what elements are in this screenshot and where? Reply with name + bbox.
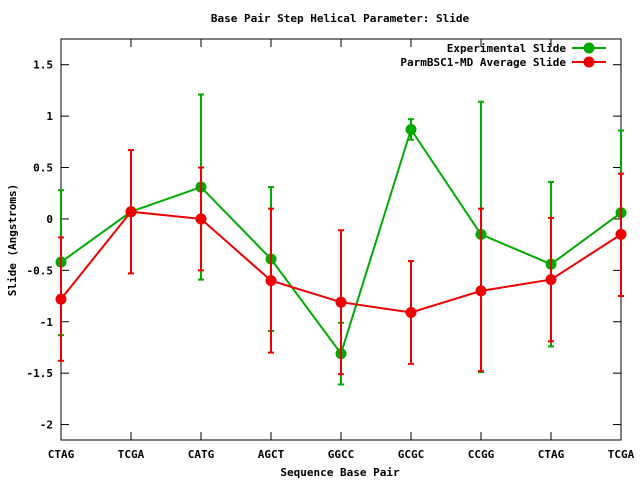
x-tick-label: CTAG (48, 448, 75, 461)
data-point (545, 274, 557, 286)
x-axis-label: Sequence Base Pair (280, 466, 400, 479)
chart-title: Base Pair Step Helical Parameter: Slide (211, 12, 470, 25)
x-tick-label: GCGC (398, 448, 425, 461)
x-tick-label: CTAG (538, 448, 565, 461)
y-tick-label: -0.5 (27, 264, 54, 277)
x-axis: CTAG TCGA CATG AGCT GGCC GCGC CCGG CTAG TCGA (48, 39, 635, 461)
data-point (475, 285, 487, 297)
series-1 (55, 149, 627, 376)
y-axis-label: Slide (Angstroms) (6, 184, 19, 297)
legend-marker (583, 56, 595, 68)
series-layer (55, 93, 627, 386)
y-tick-label: 1.5 (33, 59, 53, 72)
y-tick-label: 1 (46, 110, 53, 123)
x-tick-label: GGCC (328, 448, 355, 461)
x-tick-label: TCGA (118, 448, 145, 461)
legend-label: ParmBSC1-MD Average Slide (400, 56, 566, 69)
y-tick-label: -2 (40, 419, 53, 432)
x-tick-label: AGCT (258, 448, 285, 461)
x-tick-label: CATG (188, 448, 215, 461)
y-tick-label: 0.5 (33, 162, 53, 175)
x-tick-label: TCGA (608, 448, 635, 461)
y-tick-label: -1 (40, 316, 54, 329)
data-point (405, 123, 417, 135)
data-point (335, 296, 347, 308)
legend-marker (583, 42, 595, 54)
data-point (615, 228, 627, 240)
data-point (195, 213, 207, 225)
legend-label: Experimental Slide (447, 42, 567, 55)
y-tick-label: 0 (46, 213, 53, 226)
data-point (265, 275, 277, 287)
y-axis: -2 -1.5 -1 -0.5 0 0.5 1 1.5 (27, 59, 621, 432)
data-point (125, 206, 137, 218)
data-point (405, 307, 417, 319)
data-point (55, 293, 67, 305)
x-tick-label: CCGG (468, 448, 495, 461)
y-tick-label: -1.5 (27, 367, 54, 380)
